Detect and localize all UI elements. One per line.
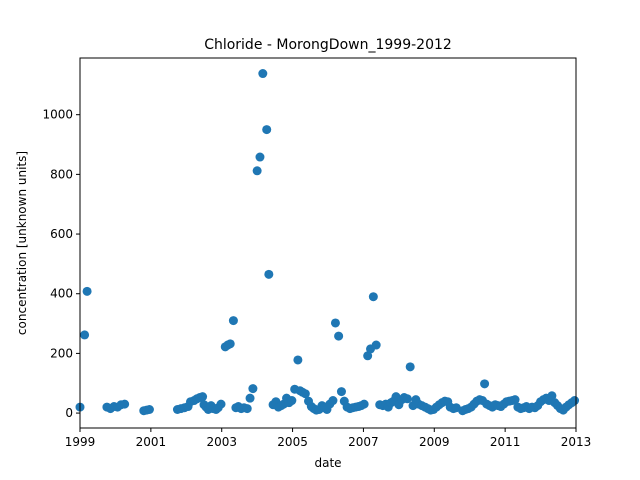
data-point: [82, 286, 92, 296]
data-point: [287, 396, 297, 406]
y-tick-label: 200: [50, 346, 73, 360]
data-point: [336, 387, 346, 397]
data-point: [328, 396, 338, 406]
data-point: [80, 330, 90, 340]
data-point: [368, 292, 378, 302]
data-point: [198, 392, 208, 402]
y-tick-label: 600: [50, 227, 73, 241]
data-point: [248, 384, 258, 394]
x-tick-label: 2001: [136, 435, 167, 449]
data-points: [75, 69, 580, 416]
data-point: [120, 399, 130, 409]
x-axis-label: date: [314, 456, 341, 470]
y-axis-label: concentration [unknown units]: [15, 151, 29, 335]
x-tick-label: 2003: [206, 435, 237, 449]
data-point: [405, 362, 415, 372]
data-point: [547, 391, 557, 401]
data-point: [293, 355, 303, 365]
x-tick-label: 1999: [65, 435, 96, 449]
x-axis: 1999 2001 2003 2005 2007 2009 2011 2013: [65, 428, 592, 449]
data-point: [242, 404, 252, 414]
data-point: [363, 351, 373, 361]
x-tick-label: 2013: [561, 435, 592, 449]
y-tick-label: 800: [50, 167, 73, 181]
data-point: [480, 379, 490, 389]
x-tick-label: 2005: [277, 435, 308, 449]
data-point: [255, 152, 265, 162]
x-tick-label: 2009: [419, 435, 450, 449]
data-point: [228, 316, 238, 326]
data-point: [510, 395, 520, 405]
data-point: [570, 396, 580, 406]
y-axis: 0 200 400 600 800 1000: [42, 108, 80, 420]
data-point: [262, 125, 272, 135]
data-point: [258, 69, 268, 79]
plot-area-frame: [79, 57, 577, 429]
data-point: [225, 339, 235, 349]
y-tick-label: 1000: [42, 108, 73, 122]
y-tick-label: 400: [50, 287, 73, 301]
data-point: [330, 318, 340, 328]
data-point: [264, 269, 274, 279]
data-point: [359, 399, 369, 409]
data-point: [402, 394, 412, 404]
data-point: [245, 393, 255, 403]
x-tick-label: 2007: [348, 435, 379, 449]
data-point: [371, 340, 381, 350]
y-tick-label: 0: [65, 406, 73, 420]
chart-title: Chloride - MorongDown_1999-2012: [204, 37, 452, 53]
data-point: [252, 166, 262, 176]
data-point: [144, 405, 154, 414]
x-tick-label: 2011: [490, 435, 521, 449]
data-point: [216, 399, 226, 409]
data-point: [300, 389, 310, 399]
data-point: [334, 331, 344, 341]
